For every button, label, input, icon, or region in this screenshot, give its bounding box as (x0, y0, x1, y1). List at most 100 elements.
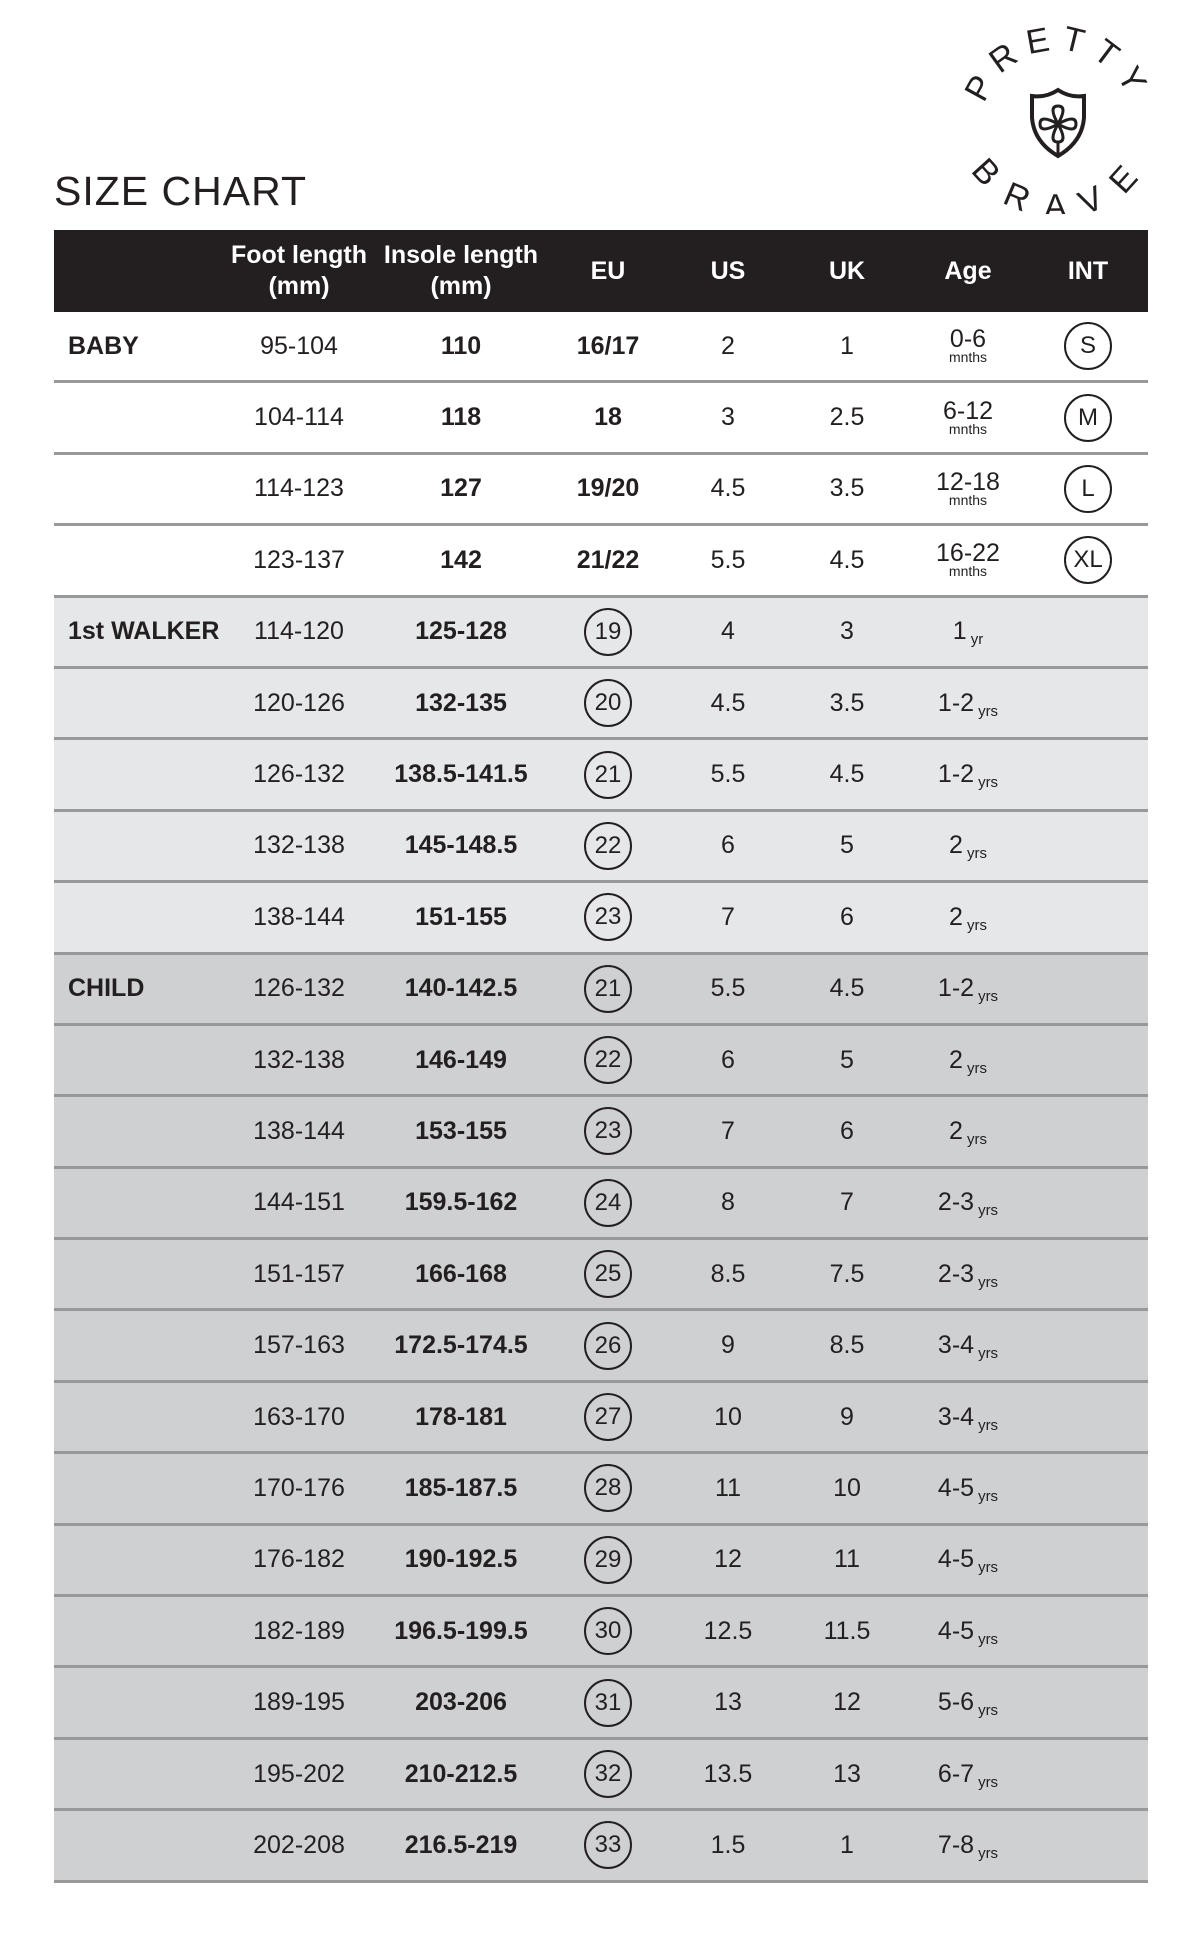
eu-size-cell: 24 (546, 1169, 670, 1237)
insole-length: 127 (440, 474, 482, 503)
age-value: 1-2 yrs (937, 760, 998, 791)
eu-size-circle: 24 (584, 1178, 632, 1227)
age-unit: mnths (948, 491, 988, 508)
int-size-cell (1028, 1240, 1148, 1308)
table-row: 123-137 142 21/22 5.5 4.5 16-22 mnths XL (54, 526, 1148, 598)
age-value: 3-4 yrs (938, 1331, 999, 1363)
age-unit: yrs (978, 1702, 999, 1720)
eu-size-circle: 29 (584, 1535, 632, 1584)
insole-length: 178-181 (415, 1402, 507, 1431)
group-label (54, 1811, 222, 1879)
foot-length: 157-163 (253, 1331, 345, 1360)
us-size: 12.5 (703, 1616, 753, 1645)
age-value: 2-3 yrs (938, 1188, 999, 1220)
int-size-cell (1028, 1097, 1148, 1165)
age-unit: mnths (948, 420, 988, 437)
age-cell: 16-22 mnths (908, 526, 1028, 594)
age-range: 2 (949, 1116, 963, 1145)
age-cell: 2-3 yrs (908, 1240, 1028, 1308)
age-range: 16-22 (936, 539, 1000, 568)
eu-size-circle: 23 (584, 893, 632, 942)
age-value: 4-5 yrs (937, 1473, 998, 1505)
eu-size-circle: 21 (584, 964, 632, 1013)
eu-size-circle: 21 (584, 750, 632, 799)
foot-length: 114-123 (254, 474, 344, 503)
table-row: 120-126 132-135 20 4.5 3.5 1-2 yrs (54, 668, 1148, 741)
eu-size-circle: 22 (584, 821, 632, 870)
insole-length: 210-212.5 (404, 1759, 518, 1788)
eu-size-cell: 23 (546, 883, 670, 951)
age-unit: yrs (978, 1773, 999, 1791)
age-value: 4-5 yrs (938, 1545, 998, 1576)
eu-size-circle: 27 (584, 1393, 632, 1442)
age-unit: yrs (978, 988, 999, 1006)
age-value: 16-22 mnths (936, 539, 1000, 579)
table-row: 151-157 166-168 25 8.5 7.5 2-3 yrs (54, 1240, 1148, 1312)
int-size-cell (1028, 1668, 1148, 1736)
eu-size-cell: 16/17 (576, 331, 640, 360)
eu-size-cell: 30 (546, 1597, 670, 1665)
age-range: 5-6 (937, 1688, 975, 1717)
int-size-circle: M (1064, 393, 1112, 442)
age-cell: 2 yrs (908, 812, 1028, 880)
table-body: BABY 95-104 110 16/17 2 1 0-6 mnths S 104-114 118 1… (54, 312, 1148, 1883)
age-cell: 2 yrs (908, 1026, 1028, 1094)
table-row: 195-202 210-212.5 32 13.5 13 6-7 yrs (54, 1739, 1148, 1812)
int-size-cell: M (1028, 383, 1148, 451)
insole-length: 159.5-162 (404, 1188, 518, 1217)
eu-size-cell: 28 (546, 1454, 670, 1522)
age-range: 4-5 (937, 1473, 975, 1502)
age-unit: yrs (966, 916, 987, 934)
us-size: 8.5 (710, 1259, 746, 1288)
foot-length: 126-132 (253, 974, 345, 1003)
foot-length: 170-176 (253, 1473, 345, 1502)
age-unit: yr (970, 631, 984, 649)
age-range: 1-2 (937, 760, 975, 789)
uk-size: 1 (840, 1830, 854, 1859)
age-range: 3-4 (937, 1402, 975, 1431)
age-cell: 12-18 mnths (908, 455, 1028, 523)
uk-size: 2.5 (829, 403, 865, 432)
eu-size-circle: 32 (584, 1750, 632, 1798)
eu-size-cell: 32 (546, 1740, 670, 1808)
us-size: 6 (721, 831, 735, 860)
insole-length: 172.5-174.5 (394, 1331, 528, 1360)
us-size: 4.5 (710, 474, 746, 503)
age-cell: 2 yrs (908, 1097, 1028, 1165)
group-label: BABY (68, 331, 139, 360)
table-row: 1st WALKER 114-120 125-128 19 4 3 1 yr (54, 597, 1148, 669)
int-size-cell (1028, 1597, 1148, 1665)
group-label (54, 740, 222, 808)
foot-length: 176-182 (253, 1545, 345, 1574)
table-row: 114-123 127 19/20 4.5 3.5 12-18 mnths L (54, 454, 1148, 527)
age-cell: 1-2 yrs (908, 740, 1028, 808)
group-label (54, 883, 222, 951)
eu-size-cell: 27 (546, 1383, 670, 1451)
age-cell: 6-7 yrs (908, 1740, 1028, 1808)
insole-length: 203-206 (415, 1688, 507, 1717)
eu-size-cell: 21 (546, 955, 670, 1023)
foot-length: 189-195 (253, 1688, 345, 1717)
eu-size-circle: 30 (584, 1607, 632, 1656)
age-cell: 1 yr (908, 598, 1028, 666)
age-unit: yrs (978, 1202, 999, 1220)
age-value: 2 yrs (949, 1046, 987, 1077)
us-size: 12 (714, 1545, 742, 1574)
table-row: 170-176 185-187.5 28 11 10 4-5 yrs (54, 1454, 1148, 1526)
eu-size-circle: 25 (584, 1250, 632, 1299)
age-unit: yrs (978, 1345, 999, 1363)
group-label (54, 1169, 222, 1237)
group-label (54, 1311, 222, 1379)
uk-size: 3.5 (829, 688, 865, 717)
foot-length: 104-114 (254, 403, 344, 432)
eu-size-cell: 21/22 (576, 545, 640, 574)
us-size: 10 (714, 1402, 742, 1431)
int-size-cell: XL (1028, 526, 1148, 594)
table-row: 182-189 196.5-199.5 30 12.5 11.5 4-5 yrs (54, 1597, 1148, 1669)
insole-length: 142 (440, 545, 482, 574)
uk-size: 12 (833, 1688, 861, 1717)
int-size-circle: S (1064, 322, 1112, 371)
uk-size: 7.5 (829, 1259, 865, 1288)
age-range: 1 (952, 617, 967, 646)
eu-size-circle: 20 (584, 679, 632, 728)
